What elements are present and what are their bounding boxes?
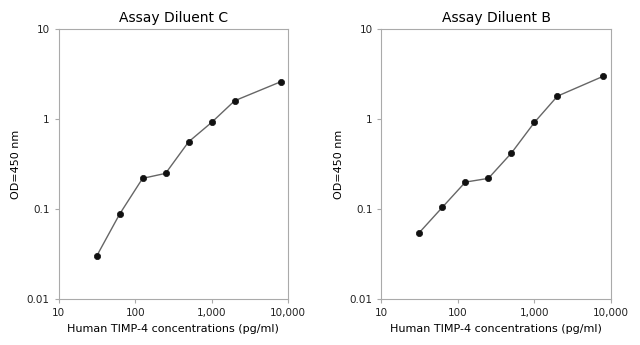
Title: Assay Diluent C: Assay Diluent C xyxy=(119,11,228,25)
Y-axis label: OD=450 nm: OD=450 nm xyxy=(11,130,21,199)
Title: Assay Diluent B: Assay Diluent B xyxy=(442,11,550,25)
X-axis label: Human TIMP-4 concentrations (pg/ml): Human TIMP-4 concentrations (pg/ml) xyxy=(390,324,602,334)
Y-axis label: OD=450 nm: OD=450 nm xyxy=(334,130,344,199)
X-axis label: Human TIMP-4 concentrations (pg/ml): Human TIMP-4 concentrations (pg/ml) xyxy=(67,324,279,334)
